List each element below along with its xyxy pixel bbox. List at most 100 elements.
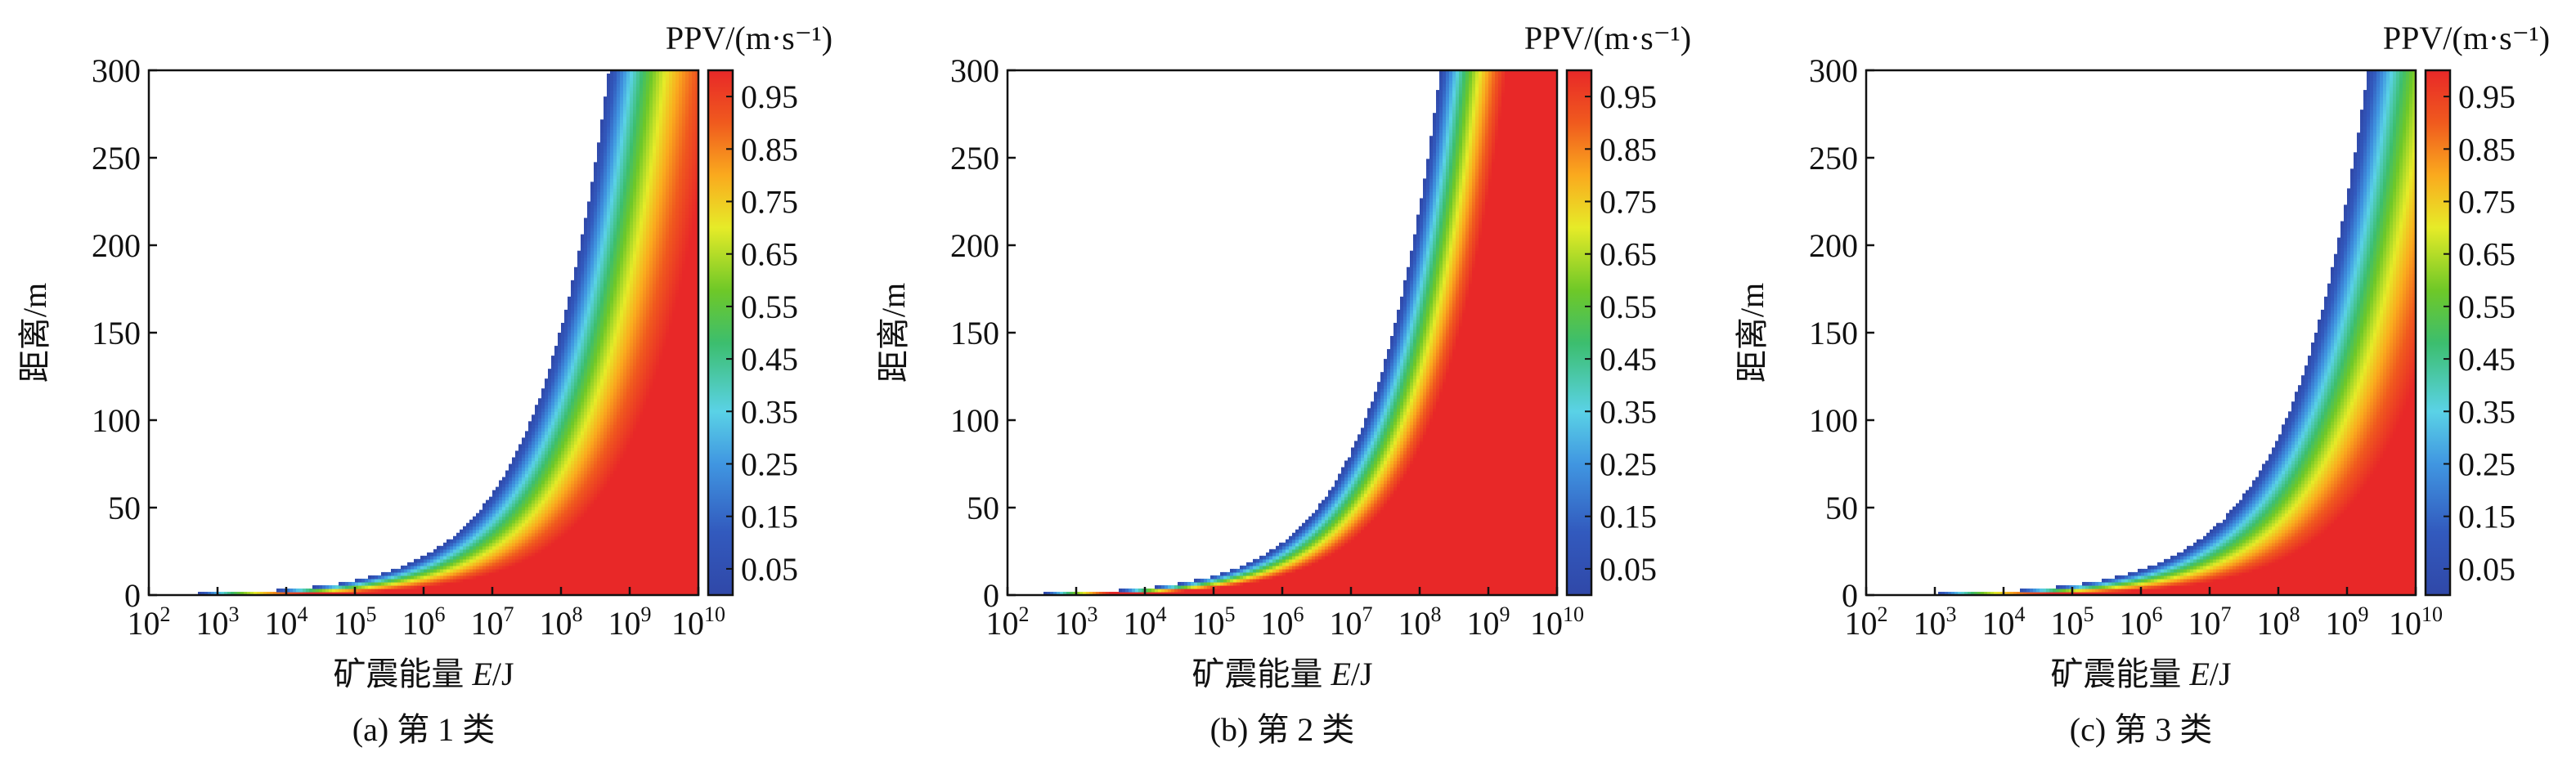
heat-cell [604,499,608,504]
heat-cell [492,493,496,498]
heat-cell [538,532,542,537]
heat-cell [626,342,631,347]
heat-cell [630,460,634,465]
heat-cell [620,490,624,495]
heat-cell [600,283,604,288]
heat-cell [512,542,516,547]
heat-cell [633,106,637,110]
heat-cell [558,490,562,495]
heat-cell [561,352,565,356]
heat-cell [587,375,591,379]
heat-cell [564,434,568,438]
heat-cell [626,411,631,415]
heat-cell [492,522,496,527]
heat-cell [358,588,362,593]
heat-cell [541,555,545,560]
heat-cell [594,316,598,320]
heat-cell [613,162,617,166]
heat-cell [636,299,640,304]
heat-cell [597,195,601,199]
heat-cell [607,411,611,415]
heat-cell [600,385,604,389]
heat-cell [617,454,621,459]
heat-cell [617,457,621,462]
heat-cell [574,581,578,586]
heat-cell [613,283,617,288]
heat-cell [600,414,604,419]
heat-cell [574,457,578,462]
heat-cell [610,234,614,239]
heat-cell [581,250,585,255]
heat-cell [604,483,608,488]
heat-cell [630,240,634,245]
heat-cell [630,336,634,340]
heat-cell [564,325,568,330]
heat-cell [532,428,536,432]
heat-cell [587,296,591,301]
heat-cell [633,283,637,288]
heat-cell [597,293,601,298]
heat-cell [532,418,536,422]
heat-cell [610,322,614,327]
heat-cell [613,578,617,583]
heat-cell [525,545,529,550]
heat-cell [257,591,261,595]
heat-cell [564,562,568,566]
heat-cell [574,286,578,291]
heat-cell [518,552,523,557]
heat-cell [479,548,483,553]
heat-cell [607,126,611,130]
heat-cell [482,522,487,527]
heat-cell [401,588,405,593]
heat-cell [496,542,500,547]
heat-cell [630,145,634,150]
heat-cell [613,352,617,356]
heat-cell [473,575,477,580]
heat-cell [620,201,624,206]
heat-cell [594,470,598,475]
heat-cell [636,529,640,534]
heat-cell [626,325,631,330]
heat-cell [568,359,572,363]
heat-cell [564,319,568,324]
heat-cell [407,581,411,586]
heat-cell [594,227,598,232]
heat-cell [522,519,526,524]
heat-cell [571,460,575,465]
heat-cell [617,378,621,383]
heat-cell [630,457,634,462]
heat-cell [620,486,624,491]
heat-cell [630,83,634,87]
heat-cell [636,172,640,176]
heat-cell [626,116,631,120]
heat-cell [623,87,627,91]
heat-cell [630,70,634,74]
heat-cell [538,503,542,508]
heat-cell [469,591,473,595]
heat-cell [538,555,542,560]
heat-cell [610,411,614,415]
heat-cell [626,339,631,343]
heat-cell [518,568,523,573]
heat-cell [623,535,627,540]
heat-cell [604,581,608,586]
heat-cell [590,195,595,199]
heat-cell [568,535,572,540]
heat-cell [447,571,451,576]
heat-cell [630,414,634,419]
heat-cell [571,473,575,478]
heat-cell [617,581,621,586]
heat-cell [509,499,513,504]
heat-cell [551,522,555,527]
heat-cell [568,302,572,307]
heat-cell [489,591,493,595]
heat-cell [607,204,611,209]
heat-cell [538,405,542,409]
heat-cell [604,437,608,442]
heat-cell [604,240,608,245]
heat-cell [594,503,598,508]
heat-cell [227,591,231,595]
heat-cell [587,431,591,435]
heat-cell [525,473,529,478]
heat-cell [545,408,549,412]
